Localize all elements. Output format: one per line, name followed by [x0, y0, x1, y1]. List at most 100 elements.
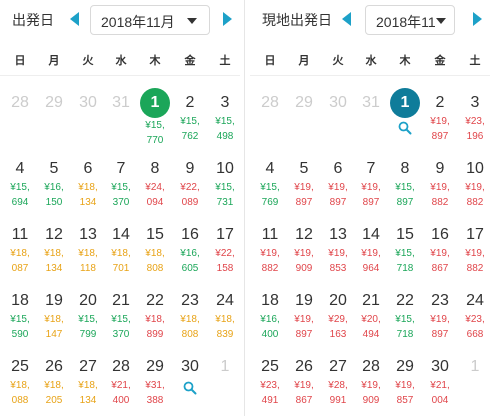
day-number: 19	[295, 292, 313, 309]
day-cell[interactable]: 17 ¥19, 882	[458, 224, 490, 276]
day-cell[interactable]: 23 ¥19, 897	[423, 290, 457, 342]
day-number: 19	[45, 292, 63, 309]
day-cell[interactable]: 3 ¥23, 196	[458, 92, 490, 144]
day-cell[interactable]: 7 ¥19, 897	[354, 158, 388, 210]
month-select[interactable]: 2018年11	[365, 5, 455, 35]
month-select[interactable]: 2018年11月	[90, 5, 210, 35]
day-cell[interactable]: 20 ¥29, 163	[321, 290, 355, 342]
day-number: 23	[181, 292, 199, 309]
fare-price: ¥19, 964	[361, 248, 381, 274]
day-cell[interactable]: 16 ¥19, 867	[423, 224, 457, 276]
fare-price: ¥15, 770	[145, 120, 165, 146]
day-cell: 28	[253, 92, 287, 114]
day-cell[interactable]: 14 ¥18, 701	[104, 224, 138, 276]
day-cell[interactable]: 9 ¥22, 089	[173, 158, 207, 210]
day-cell[interactable]: 30 ¥21, 004	[423, 356, 457, 408]
weekday-label: 木	[149, 55, 161, 67]
next-month-arrow-icon[interactable]	[222, 12, 232, 26]
day-cell[interactable]: 22 ¥18, 899	[138, 290, 172, 342]
prev-month-arrow-icon[interactable]	[342, 12, 352, 26]
day-cell[interactable]: 5 ¥19, 897	[287, 158, 321, 210]
day-cell[interactable]: 24 ¥18, 839	[208, 290, 242, 342]
day-number: 29	[146, 358, 164, 375]
day-cell[interactable]: 25 ¥23, 491	[253, 356, 287, 408]
fare-price: ¥19, 882	[465, 182, 485, 208]
day-cell[interactable]: 18 ¥16, 400	[253, 290, 287, 342]
day-number: 31	[362, 94, 380, 111]
day-number: 3	[220, 94, 230, 111]
fare-price: ¥18, 808	[145, 248, 165, 274]
day-cell[interactable]: 2 ¥19, 897	[423, 92, 457, 144]
day-cell[interactable]: 24 ¥23, 668	[458, 290, 490, 342]
day-cell[interactable]: 10 ¥19, 882	[458, 158, 490, 210]
day-cell[interactable]: 16 ¥16, 605	[173, 224, 207, 276]
return-calendar: 現地出発日 2018年11 日月火水木金土 28 29 30 31 1 2 ¥19, 897…	[250, 0, 490, 416]
day-cell[interactable]: 2 ¥15, 762	[173, 92, 207, 144]
day-cell[interactable]: 18 ¥15, 590	[3, 290, 37, 342]
day-cell[interactable]: 28 ¥21, 400	[104, 356, 138, 408]
day-cell[interactable]: 19 ¥19, 897	[287, 290, 321, 342]
day-cell[interactable]: 6 ¥19, 897	[321, 158, 355, 210]
next-month-arrow-icon[interactable]	[472, 12, 482, 26]
prev-month-arrow-icon[interactable]	[70, 12, 80, 26]
day-cell[interactable]: 21 ¥20, 494	[354, 290, 388, 342]
fare-price: ¥19, 867	[430, 248, 450, 274]
weekday-label: 月	[48, 55, 60, 67]
day-cell[interactable]: 8 ¥15, 897	[388, 158, 422, 210]
day-cell[interactable]: 26 ¥18, 205	[37, 356, 71, 408]
fare-price: ¥18, 134	[78, 182, 98, 208]
search-icon[interactable]	[183, 381, 197, 395]
day-number: 1	[220, 358, 230, 375]
day-cell[interactable]: 27 ¥28, 991	[321, 356, 355, 408]
day-cell[interactable]: 21 ¥15, 370	[104, 290, 138, 342]
day-cell[interactable]: 12 ¥18, 134	[37, 224, 71, 276]
day-cell[interactable]: 13 ¥19, 853	[321, 224, 355, 276]
day-cell[interactable]: 15 ¥18, 808	[138, 224, 172, 276]
day-cell[interactable]: 29 ¥19, 857	[388, 356, 422, 408]
calendar-header: 現地出発日 2018年11	[250, 0, 490, 40]
day-cell[interactable]: 7 ¥15, 370	[104, 158, 138, 210]
day-number: 20	[329, 292, 347, 309]
day-cell[interactable]: 13 ¥18, 118	[71, 224, 105, 276]
fare-price: ¥15, 762	[180, 116, 200, 142]
day-cell[interactable]: 22 ¥15, 718	[388, 290, 422, 342]
day-number: 27	[329, 358, 347, 375]
day-cell[interactable]: 11 ¥19, 882	[253, 224, 287, 276]
weekday-label: 金	[434, 55, 446, 67]
day-number: 6	[333, 160, 343, 177]
day-number: 8	[400, 160, 410, 177]
day-cell[interactable]: 12 ¥19, 909	[287, 224, 321, 276]
day-cell[interactable]: 14 ¥19, 964	[354, 224, 388, 276]
day-cell: 30	[71, 92, 105, 114]
day-cell[interactable]: 9 ¥19, 882	[423, 158, 457, 210]
day-cell[interactable]: 25 ¥18, 088	[3, 356, 37, 408]
search-icon[interactable]	[398, 121, 412, 135]
day-number: 14	[112, 226, 130, 243]
day-cell[interactable]: 4 ¥15, 769	[253, 158, 287, 210]
day-cell[interactable]: 15 ¥15, 718	[388, 224, 422, 276]
day-cell[interactable]: 5 ¥16, 150	[37, 158, 71, 210]
weekday-label: 日	[14, 55, 26, 67]
day-cell-selected[interactable]: 1 ¥15, 770	[138, 88, 172, 148]
day-cell[interactable]: 19 ¥18, 147	[37, 290, 71, 342]
day-cell[interactable]: 8 ¥24, 094	[138, 158, 172, 210]
day-cell[interactable]: 30	[173, 356, 207, 395]
fare-price: ¥15, 370	[111, 182, 131, 208]
day-cell[interactable]: 10 ¥15, 731	[208, 158, 242, 210]
day-cell[interactable]: 6 ¥18, 134	[71, 158, 105, 210]
day-cell-selected[interactable]: 1	[388, 88, 422, 135]
day-cell[interactable]: 23 ¥18, 808	[173, 290, 207, 342]
day-cell[interactable]: 26 ¥19, 867	[287, 356, 321, 408]
weekday-label: 水	[365, 55, 377, 67]
day-cell[interactable]: 17 ¥22, 158	[208, 224, 242, 276]
day-cell[interactable]: 28 ¥19, 909	[354, 356, 388, 408]
day-cell[interactable]: 20 ¥15, 799	[71, 290, 105, 342]
day-cell[interactable]: 3 ¥15, 498	[208, 92, 242, 144]
day-cell[interactable]: 4 ¥15, 694	[3, 158, 37, 210]
day-cell[interactable]: 29 ¥31, 388	[138, 356, 172, 408]
day-cell[interactable]: 11 ¥18, 087	[3, 224, 37, 276]
day-number: 6	[83, 160, 93, 177]
day-number: 3	[470, 94, 480, 111]
day-number: 28	[261, 94, 279, 111]
day-cell[interactable]: 27 ¥18, 134	[71, 356, 105, 408]
